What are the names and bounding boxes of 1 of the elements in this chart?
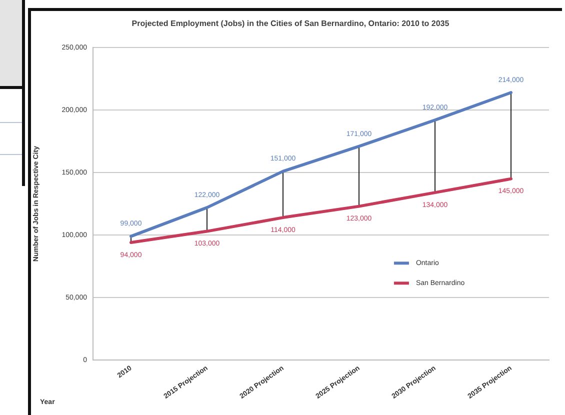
chart-title: Projected Employment (Jobs) in the Cities of San Bernardino, Ontario: 2010 to 2035 <box>132 19 450 28</box>
